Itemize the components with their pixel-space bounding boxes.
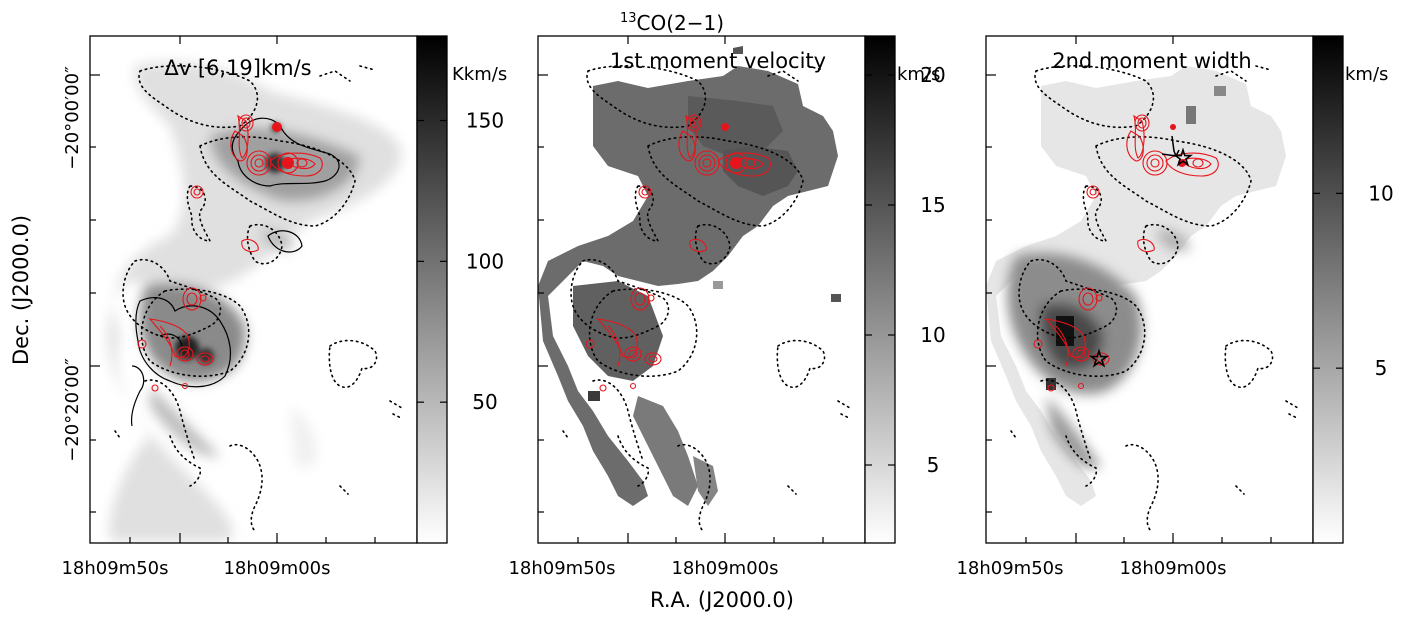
colorbar-tick-label: 50 bbox=[472, 390, 497, 414]
intensity-map bbox=[107, 62, 403, 541]
colorbar-tick-label: 100 bbox=[466, 249, 504, 273]
star-marker bbox=[1172, 147, 1194, 167]
colorbar-tick-label: 10 bbox=[920, 323, 945, 347]
panel-label: 2nd moment width bbox=[1052, 49, 1251, 73]
colorbar-unit: Kkm/s bbox=[452, 64, 507, 85]
ra-tick-label: 18h09m00s bbox=[671, 558, 778, 579]
colorbar-ticks: 150 100 50 bbox=[417, 109, 504, 414]
colorbar bbox=[417, 36, 447, 543]
y-axis-label: Dec. (J2000.0) bbox=[9, 215, 33, 365]
colorbar-tick-label: 5 bbox=[927, 453, 940, 477]
ra-tick-label: 18h09m50s bbox=[508, 558, 615, 579]
ra-tick-label: 18h09m00s bbox=[1119, 558, 1226, 579]
panel-second-moment: 2nd moment width km/s 10 5 18h09m50s 18h0… bbox=[956, 35, 1394, 579]
colorbar-tick-label: 5 bbox=[1375, 356, 1388, 380]
colorbar-tick-label: 10 bbox=[1368, 181, 1393, 205]
colorbar-unit: km/s bbox=[1345, 64, 1388, 85]
star-marker bbox=[1088, 348, 1110, 368]
title-superscript: 13 bbox=[620, 11, 637, 26]
panel-label: Δv [6,19]km/s bbox=[164, 56, 311, 80]
velocity-map bbox=[538, 46, 851, 532]
figure-title: 13CO(2−1) bbox=[620, 11, 724, 35]
dec-tick-label: −20°20′00″ bbox=[62, 358, 83, 462]
colorbar bbox=[865, 36, 895, 543]
title-molecule: CO(2−1) bbox=[637, 11, 725, 35]
panel-label: 1st moment velocity bbox=[610, 49, 826, 73]
colorbar-tick-label: 15 bbox=[920, 193, 945, 217]
colorbar-tick-label: 150 bbox=[466, 109, 504, 133]
panel-first-moment: 1st moment velocity km/s 20 15 10 5 18h09m5… bbox=[508, 35, 946, 579]
colorbar-tick-label: 20 bbox=[920, 63, 945, 87]
ra-tick-label: 18h09m50s bbox=[61, 558, 168, 579]
ra-tick-label: 18h09m50s bbox=[956, 558, 1063, 579]
colorbar-unit: km/s bbox=[897, 64, 940, 85]
colorbar bbox=[1313, 36, 1343, 543]
x-axis-label: R.A. (J2000.0) bbox=[650, 588, 794, 612]
colorbar-ticks: 20 15 10 5 bbox=[865, 63, 946, 477]
colorbar-ticks: 10 5 bbox=[1313, 181, 1394, 380]
dec-tick-label: −20°00′00″ bbox=[62, 66, 83, 170]
ra-tick-label: 18h09m00s bbox=[223, 558, 330, 579]
width-map bbox=[986, 64, 1299, 532]
